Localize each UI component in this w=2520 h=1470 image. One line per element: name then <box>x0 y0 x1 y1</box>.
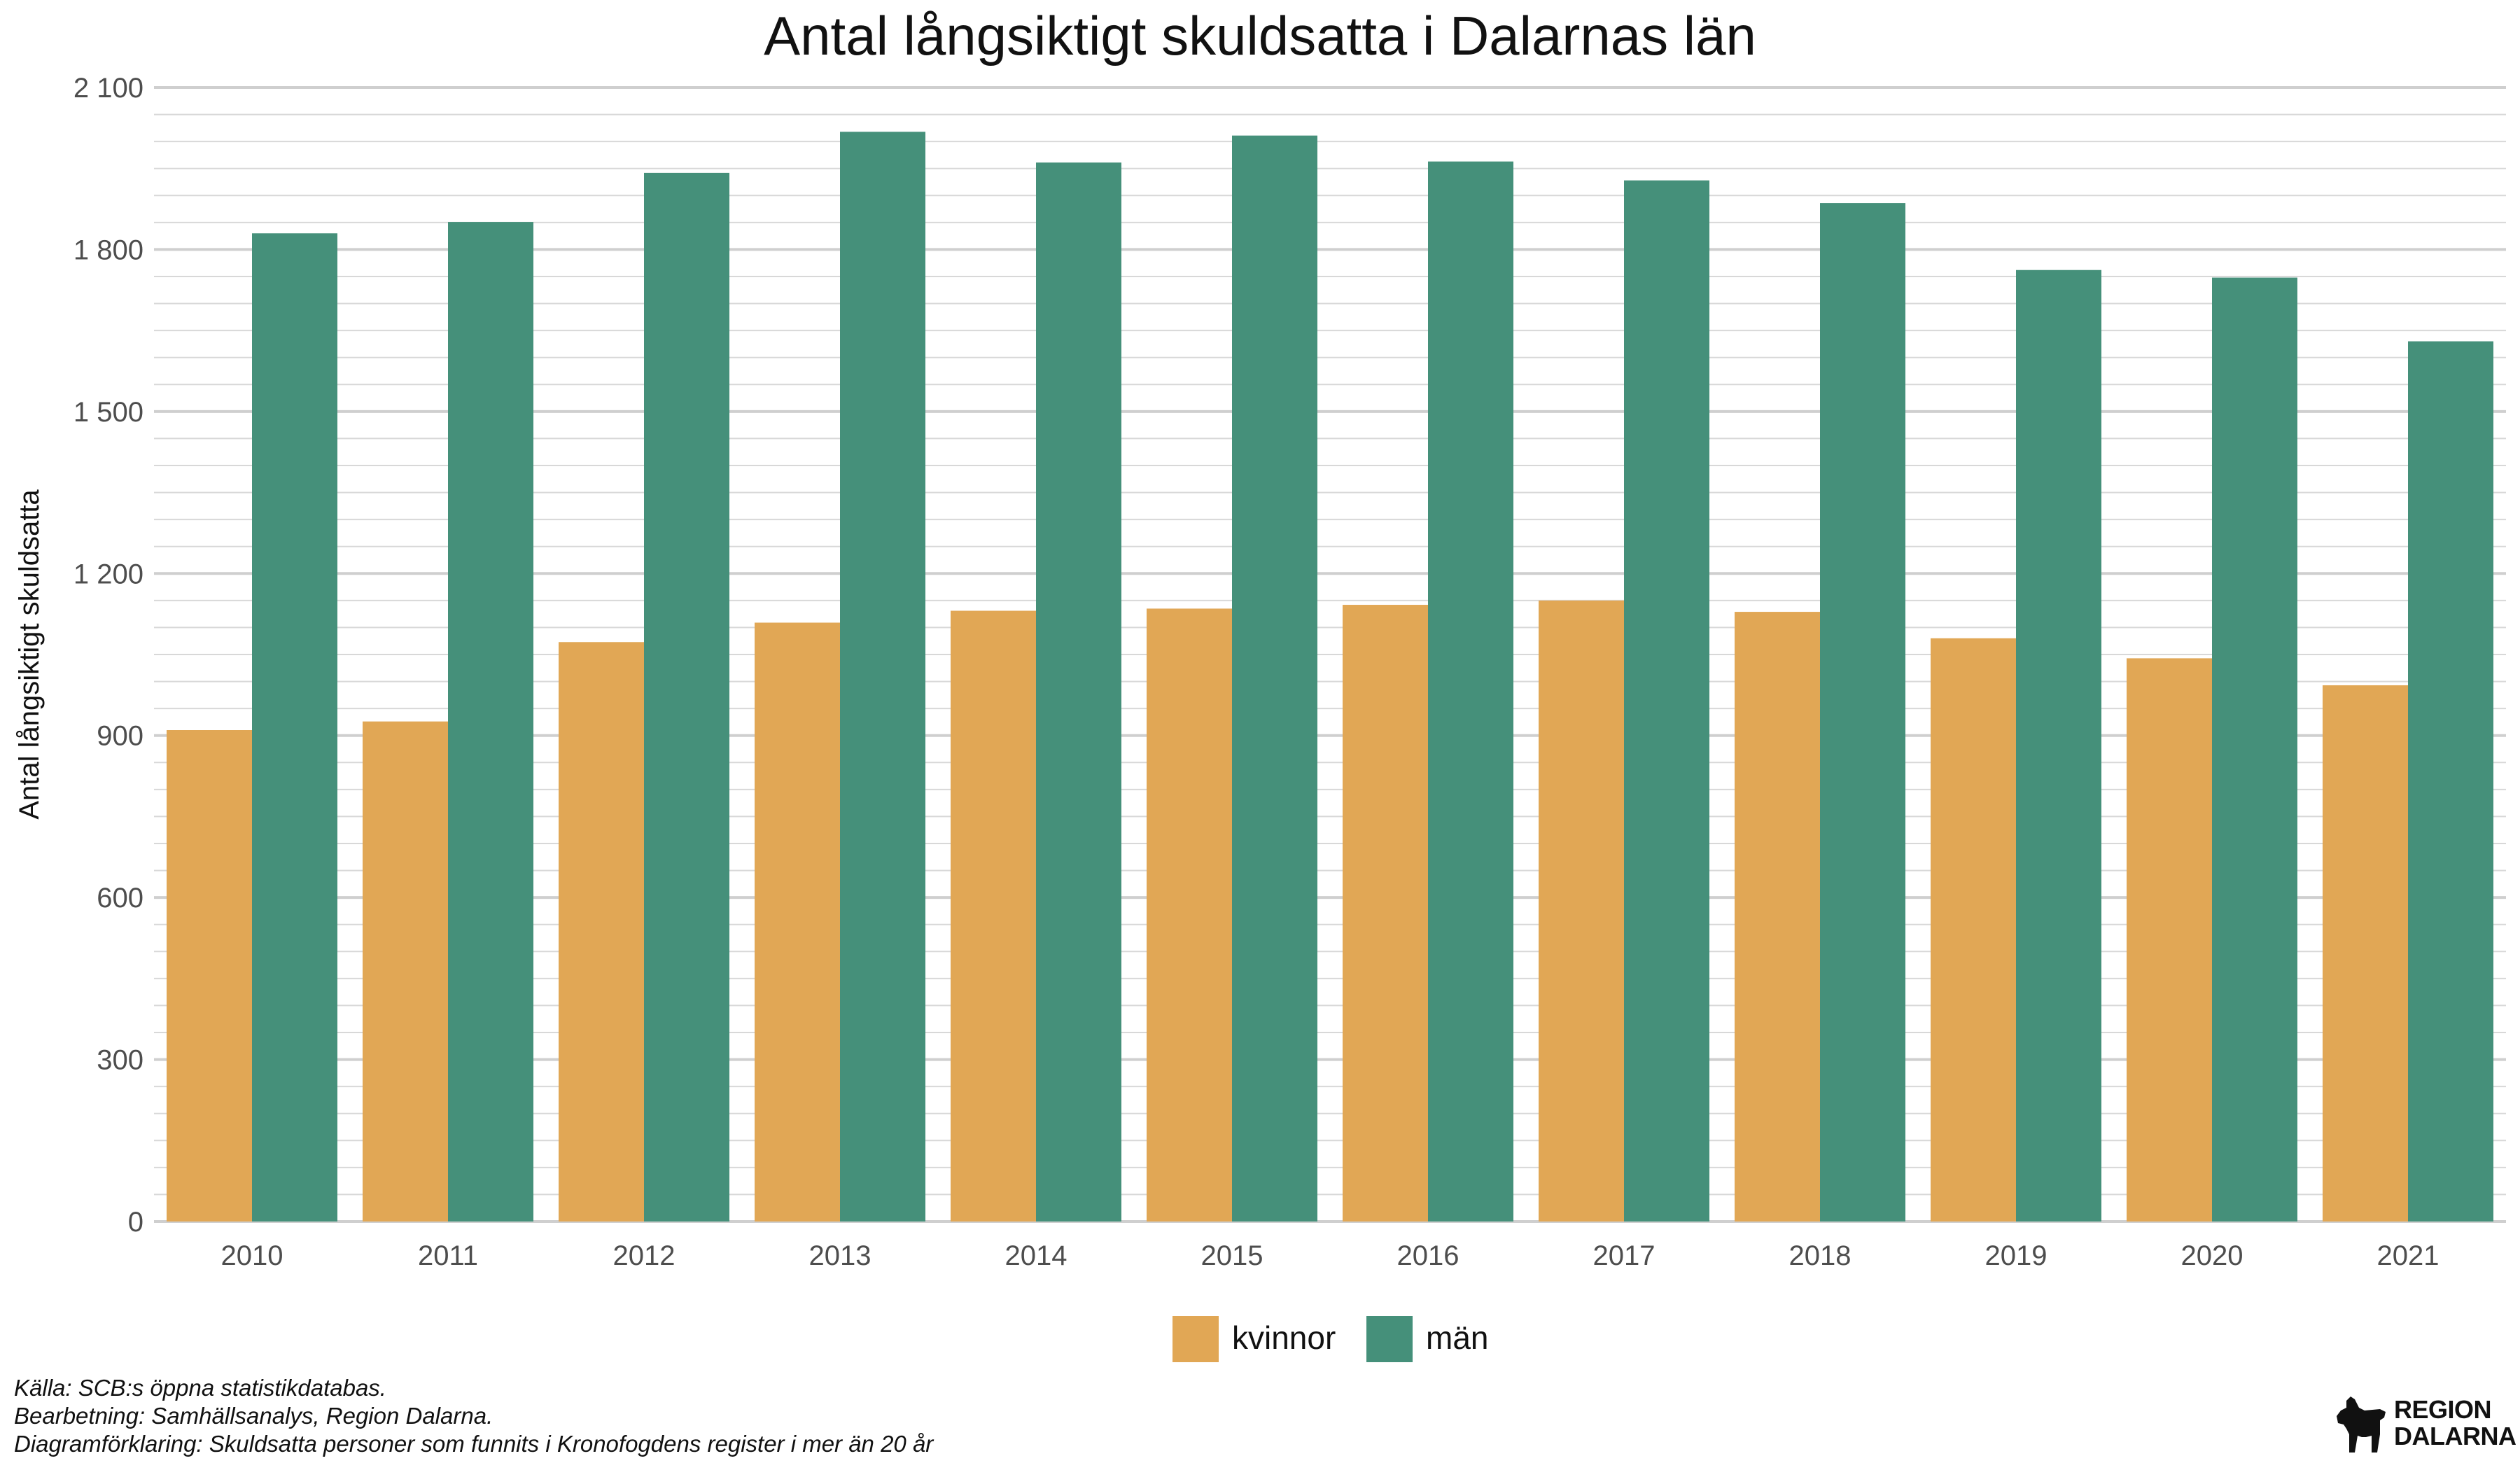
legend: kvinnor män <box>1172 1316 1488 1362</box>
bar-kvinnor-2016 <box>1343 605 1428 1222</box>
chart-title: Antal långsiktigt skuldsatta i Dalarnas … <box>764 5 1756 66</box>
bar-kvinnor-2015 <box>1147 608 1232 1222</box>
bar-kvinnor-2010 <box>167 730 252 1222</box>
region-dalarna-logo: REGION DALARNA <box>2331 1390 2516 1460</box>
bar-män-2012 <box>644 172 729 1222</box>
bar-män-2017 <box>1624 180 1709 1222</box>
x-tick-label: 2013 <box>809 1240 872 1271</box>
bar-kvinnor-2017 <box>1539 600 1624 1222</box>
logo-line-1: REGION <box>2394 1395 2492 1424</box>
dalahorse-icon <box>2337 1396 2386 1452</box>
bar-kvinnor-2012 <box>559 642 644 1222</box>
source-note: Källa: SCB:s öppna statistikdatabas. <box>14 1375 386 1401</box>
processing-note: Bearbetning: Samhällsanalys, Region Dala… <box>14 1403 493 1429</box>
y-tick-label: 300 <box>97 1045 144 1076</box>
bar-män-2015 <box>1232 135 1317 1222</box>
explanation-note: Diagramförklaring: Skuldsatta personer s… <box>14 1431 934 1457</box>
bar-kvinnor-2018 <box>1735 612 1820 1222</box>
chart-footer: Källa: SCB:s öppna statistikdatabas. Bea… <box>14 1374 933 1458</box>
x-tick-label: 2016 <box>1397 1240 1460 1271</box>
y-axis-label: Antal långsiktigt skuldsatta <box>14 489 45 820</box>
legend-label-kvinnor: kvinnor <box>1232 1320 1336 1356</box>
y-axis-ticks: 0 300 600 900 1 200 1 500 1 800 2 100 <box>74 73 144 1238</box>
y-tick-label: 0 <box>128 1207 144 1238</box>
y-tick-label: 1 200 <box>74 559 144 589</box>
bar-kvinnor-2013 <box>755 622 840 1222</box>
y-tick-label: 1 800 <box>74 234 144 265</box>
bar-män-2018 <box>1820 203 1905 1222</box>
x-tick-label: 2018 <box>1789 1240 1851 1271</box>
y-tick-label: 900 <box>97 721 144 752</box>
x-tick-label: 2012 <box>613 1240 676 1271</box>
y-tick-label: 2 100 <box>74 73 144 104</box>
bar-män-2014 <box>1036 162 1121 1222</box>
bar-män-2011 <box>448 222 533 1222</box>
x-tick-label: 2019 <box>1985 1240 2047 1271</box>
x-tick-label: 2010 <box>221 1240 284 1271</box>
y-tick-label: 600 <box>97 883 144 913</box>
bar-män-2016 <box>1428 161 1513 1222</box>
x-axis-ticks: 2010 2011 2012 2013 2014 2015 2016 2017 2018 2019… <box>221 1240 2440 1271</box>
x-tick-label: 2014 <box>1005 1240 1068 1271</box>
bar-kvinnor-2014 <box>951 610 1036 1222</box>
bar-kvinnor-2020 <box>2127 658 2212 1222</box>
bar-män-2019 <box>2016 270 2101 1222</box>
x-tick-label: 2021 <box>2377 1240 2440 1271</box>
x-tick-label: 2011 <box>418 1240 478 1271</box>
bar-kvinnor-2021 <box>2323 685 2408 1222</box>
bar-kvinnor-2019 <box>1931 638 2016 1222</box>
logo-line-2: DALARNA <box>2394 1422 2516 1450</box>
bar-män-2021 <box>2408 341 2493 1222</box>
x-tick-label: 2017 <box>1593 1240 1656 1271</box>
x-tick-label: 2020 <box>2181 1240 2244 1271</box>
y-tick-label: 1 500 <box>74 397 144 428</box>
bar-män-2020 <box>2212 277 2297 1222</box>
bar-män-2010 <box>252 233 337 1222</box>
bars <box>167 132 2493 1222</box>
bar-män-2013 <box>840 132 925 1222</box>
legend-swatch-kvinnor <box>1172 1316 1219 1362</box>
bar-kvinnor-2011 <box>363 721 448 1222</box>
x-tick-label: 2015 <box>1201 1240 1264 1271</box>
gridlines <box>154 86 2506 1223</box>
legend-swatch-män <box>1366 1316 1413 1362</box>
legend-label-män: män <box>1426 1320 1488 1356</box>
